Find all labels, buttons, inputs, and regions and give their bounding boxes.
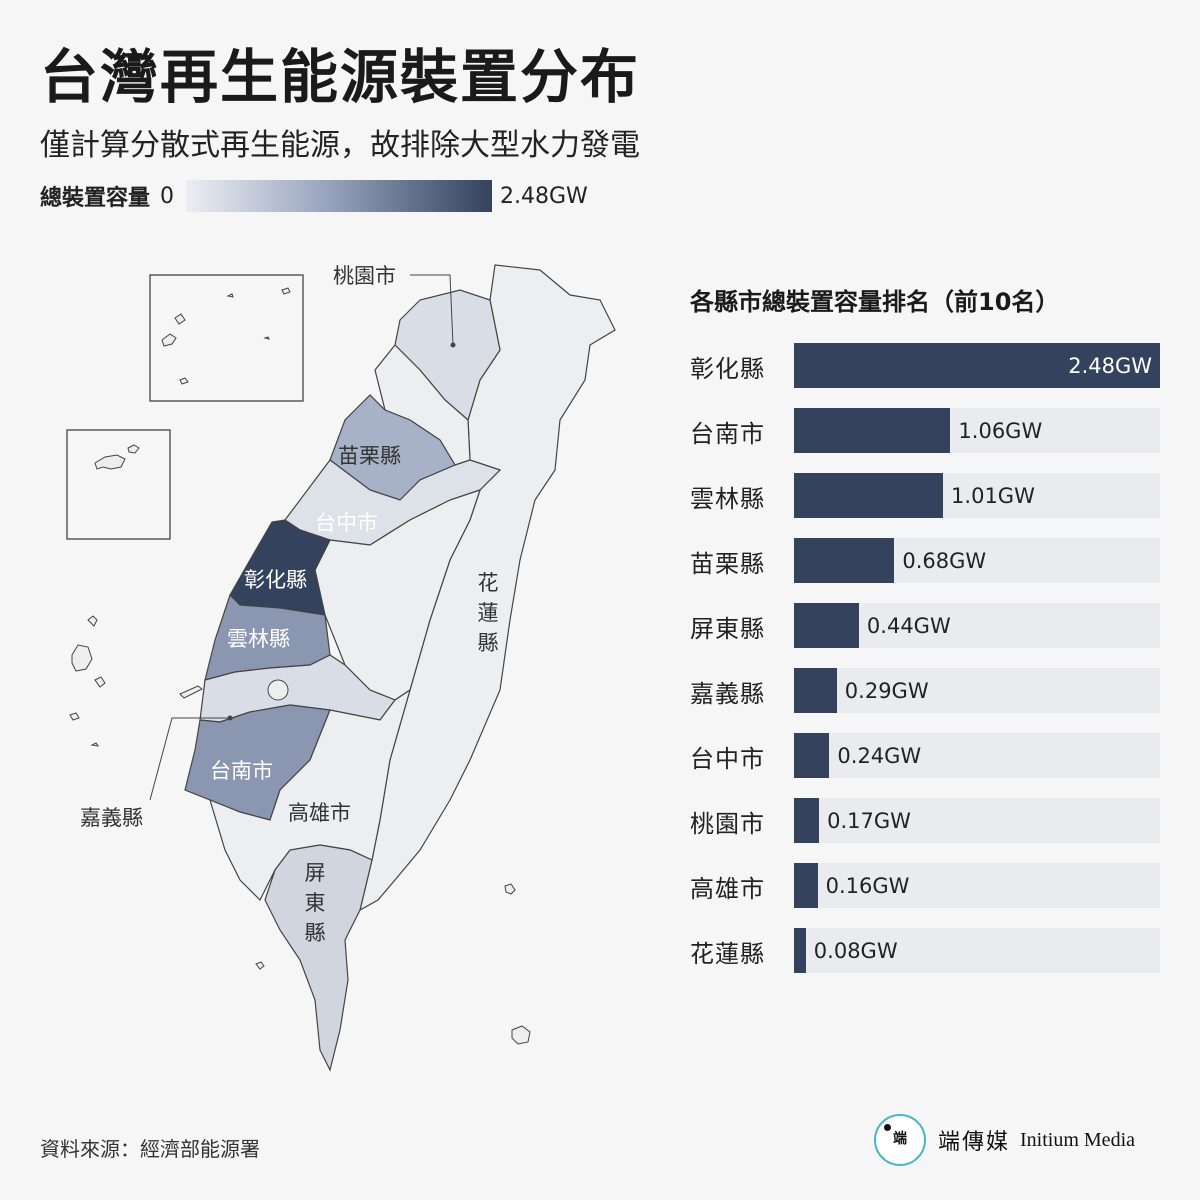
leader-dot-taoyuan xyxy=(450,342,456,348)
legend-min-label: 0 xyxy=(160,183,175,209)
liuqiu-island xyxy=(255,961,265,970)
inset-box-kinmen xyxy=(66,429,171,540)
brand-logo-icon: 端 xyxy=(874,1114,926,1166)
rank-name: 高雄市 xyxy=(690,875,765,903)
page-title: 台灣再生能源裝置分布 xyxy=(40,43,641,111)
rank-value-label: 0.24GW xyxy=(837,744,922,768)
ranking-list: 彰化縣 2.48GW 台南市 1.06GW 雲林縣 1.01GW 苗栗縣 0.68GW 屏東縣 0… xyxy=(690,343,1170,973)
rank-bar xyxy=(794,928,806,973)
rank-name: 桃園市 xyxy=(690,810,765,838)
rank-bar xyxy=(794,863,818,908)
rank-bar xyxy=(794,603,859,648)
rank-row: 台南市 1.06GW xyxy=(690,408,1170,453)
rank-bar-track: 0.29GW xyxy=(794,668,1160,713)
legend-max-label: 2.48GW xyxy=(500,183,588,209)
rank-name: 台南市 xyxy=(690,420,765,448)
green-island xyxy=(504,883,516,895)
rank-bar-track: 2.48GW xyxy=(794,343,1160,388)
ranking-title: 各縣市總裝置容量排名（前10名） xyxy=(690,288,1060,316)
rank-name: 花蓮縣 xyxy=(690,940,765,968)
rank-row: 苗栗縣 0.68GW xyxy=(690,538,1170,583)
rank-row: 桃園市 0.17GW xyxy=(690,798,1170,843)
rank-row: 屏東縣 0.44GW xyxy=(690,603,1170,648)
legend-label: 總裝置容量 xyxy=(40,186,151,211)
brand-footer: 端 端傳媒 Initium Media xyxy=(874,1114,1135,1166)
map-label-tainan: 台南市 xyxy=(210,759,273,783)
rank-value-label: 0.17GW xyxy=(827,809,911,833)
rank-bar xyxy=(794,733,830,778)
taiwan-map: 桃園市 苗栗縣 台中市 彰化縣 雲林縣 台南市 高雄市 嘉義縣 屏東縣 花蓮縣 xyxy=(66,264,616,1072)
rank-row: 台中市 0.24GW xyxy=(690,733,1170,778)
region-pingtung xyxy=(264,844,373,1072)
region-nantou xyxy=(314,489,481,701)
rank-value-label: 1.06GW xyxy=(958,419,1043,443)
map-label-taoyuan: 桃園市 xyxy=(333,264,396,288)
rank-bar-track: 1.01GW xyxy=(794,473,1160,518)
leader-line-chiayi xyxy=(149,717,230,801)
rank-name: 彰化縣 xyxy=(690,355,765,383)
rank-bar-track: 0.17GW xyxy=(794,798,1160,843)
map-label-hualien: 花蓮縣 xyxy=(478,571,499,655)
rank-bar xyxy=(794,538,895,583)
map-label-kaohsiung: 高雄市 xyxy=(288,801,351,825)
rank-bar-track: 0.68GW xyxy=(794,538,1160,583)
map-label-chiayi: 嘉義縣 xyxy=(80,806,143,830)
rank-value-label: 0.16GW xyxy=(825,874,910,898)
orchid-island xyxy=(511,1025,531,1045)
source-note: 資料來源：經濟部能源署 xyxy=(40,1137,260,1161)
rank-value-label: 0.29GW xyxy=(844,679,929,703)
rank-row: 嘉義縣 0.29GW xyxy=(690,668,1170,713)
map-label-miaoli: 苗栗縣 xyxy=(338,444,401,468)
rank-bar xyxy=(794,798,820,843)
rank-name: 台中市 xyxy=(690,745,765,773)
rank-bar xyxy=(794,408,951,453)
penghu-islands xyxy=(69,615,106,747)
brand-name: 端傳媒 xyxy=(938,1130,1011,1155)
page-subtitle: 僅計算分散式再生能源，故排除大型水力發電 xyxy=(40,128,640,163)
rank-row: 高雄市 0.16GW xyxy=(690,863,1170,908)
map-label-changhua: 彰化縣 xyxy=(244,568,307,592)
color-legend: 總裝置容量 0 2.48GW xyxy=(40,178,588,214)
rank-value-label: 0.44GW xyxy=(866,614,951,638)
map-label-pingtung: 屏東縣 xyxy=(305,861,326,945)
rank-name: 嘉義縣 xyxy=(690,680,765,708)
rank-bar xyxy=(794,473,944,518)
ranking-chart: 各縣市總裝置容量排名（前10名） 彰化縣 2.48GW 台南市 1.06GW 雲林縣 1.… xyxy=(690,282,1170,993)
brand-logo-text: 端 xyxy=(893,1131,907,1147)
rank-value-label: 0.08GW xyxy=(813,939,898,963)
map-label-taichung: 台中市 xyxy=(315,511,378,535)
rank-row: 彰化縣 2.48GW xyxy=(690,343,1170,388)
rank-name: 苗栗縣 xyxy=(690,550,765,578)
matsu-islands xyxy=(161,287,291,385)
rank-bar-track: 0.44GW xyxy=(794,603,1160,648)
rank-bar-track: 0.16GW xyxy=(794,863,1160,908)
rank-bar-track: 1.06GW xyxy=(794,408,1160,453)
rank-bar xyxy=(794,668,837,713)
rank-row: 雲林縣 1.01GW xyxy=(690,473,1170,518)
rank-value-label: 0.68GW xyxy=(902,549,987,573)
rank-bar-track: 0.08GW xyxy=(794,928,1160,973)
kinmen-islands xyxy=(94,444,140,470)
legend-gradient-bar xyxy=(186,180,493,212)
map-label-yunlin: 雲林縣 xyxy=(227,627,290,651)
offshore-islet xyxy=(179,685,203,699)
brand-english-name: Initium Media xyxy=(1020,1128,1135,1151)
rank-row: 花蓮縣 0.08GW xyxy=(690,928,1170,973)
leader-line-taoyuan xyxy=(410,274,454,346)
inset-box-matsu xyxy=(149,274,304,402)
rank-value-label: 2.48GW xyxy=(1068,354,1152,378)
leader-dot-chiayi xyxy=(227,715,233,721)
rank-name: 雲林縣 xyxy=(690,485,765,513)
rank-bar-track: 0.24GW xyxy=(794,733,1160,778)
rank-value-label: 1.01GW xyxy=(951,484,1035,508)
region-kaohsiung xyxy=(209,688,412,902)
chiayi-city xyxy=(267,679,289,701)
rank-name: 屏東縣 xyxy=(690,615,765,643)
rank-bar xyxy=(794,343,1160,388)
